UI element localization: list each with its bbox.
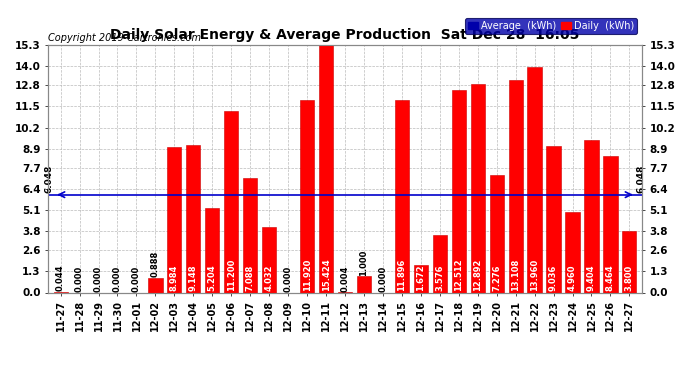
Bar: [243, 178, 257, 292]
Text: 0.044: 0.044: [56, 264, 65, 291]
Text: 4.960: 4.960: [568, 264, 577, 291]
Text: 7.088: 7.088: [246, 265, 255, 291]
Text: Copyright 2019 Cartronics.com: Copyright 2019 Cartronics.com: [48, 33, 201, 42]
Bar: [527, 67, 542, 292]
Text: 13.108: 13.108: [511, 259, 520, 291]
Bar: [565, 212, 580, 292]
Text: 9.036: 9.036: [549, 264, 558, 291]
Text: 1.000: 1.000: [359, 249, 368, 276]
Bar: [490, 175, 504, 292]
Text: 8.464: 8.464: [606, 264, 615, 291]
Text: 5.204: 5.204: [208, 264, 217, 291]
Text: 1.672: 1.672: [416, 264, 425, 291]
Text: 0.000: 0.000: [75, 266, 84, 292]
Text: 0.000: 0.000: [94, 266, 103, 292]
Text: 0.000: 0.000: [113, 266, 122, 292]
Text: 7.276: 7.276: [492, 264, 501, 291]
Text: 8.984: 8.984: [170, 264, 179, 291]
Bar: [186, 144, 200, 292]
Bar: [471, 84, 485, 292]
Bar: [452, 90, 466, 292]
Bar: [622, 231, 636, 292]
Text: 9.148: 9.148: [189, 264, 198, 291]
Text: 3.576: 3.576: [435, 264, 444, 291]
Text: 15.424: 15.424: [322, 258, 331, 291]
Text: 6.048: 6.048: [637, 165, 646, 193]
Bar: [433, 235, 447, 292]
Text: 0.000: 0.000: [284, 266, 293, 292]
Bar: [262, 227, 276, 292]
Bar: [167, 147, 181, 292]
Bar: [224, 111, 238, 292]
Text: 0.888: 0.888: [151, 251, 160, 278]
Bar: [414, 266, 428, 292]
Bar: [205, 209, 219, 292]
Bar: [319, 43, 333, 292]
Text: 11.920: 11.920: [303, 258, 312, 291]
Text: 3.800: 3.800: [625, 265, 634, 291]
Bar: [300, 100, 314, 292]
Text: 4.032: 4.032: [265, 264, 274, 291]
Text: 0.000: 0.000: [378, 266, 387, 292]
Text: 11.200: 11.200: [227, 258, 236, 291]
Bar: [603, 156, 618, 292]
Bar: [546, 146, 561, 292]
Text: 6.048: 6.048: [44, 165, 53, 193]
Text: 0.000: 0.000: [132, 266, 141, 292]
Bar: [148, 278, 163, 292]
Bar: [584, 140, 598, 292]
Text: 12.892: 12.892: [473, 258, 482, 291]
Text: 11.896: 11.896: [397, 258, 406, 291]
Legend: Average  (kWh), Daily  (kWh): Average (kWh), Daily (kWh): [465, 18, 637, 33]
Text: 13.960: 13.960: [530, 259, 539, 291]
Text: 0.004: 0.004: [340, 266, 350, 292]
Bar: [357, 276, 371, 292]
Bar: [509, 81, 523, 292]
Text: 12.512: 12.512: [454, 258, 463, 291]
Title: Daily Solar Energy & Average Production  Sat Dec 28  16:05: Daily Solar Energy & Average Production …: [110, 28, 580, 42]
Bar: [395, 100, 409, 292]
Text: 9.404: 9.404: [587, 264, 596, 291]
